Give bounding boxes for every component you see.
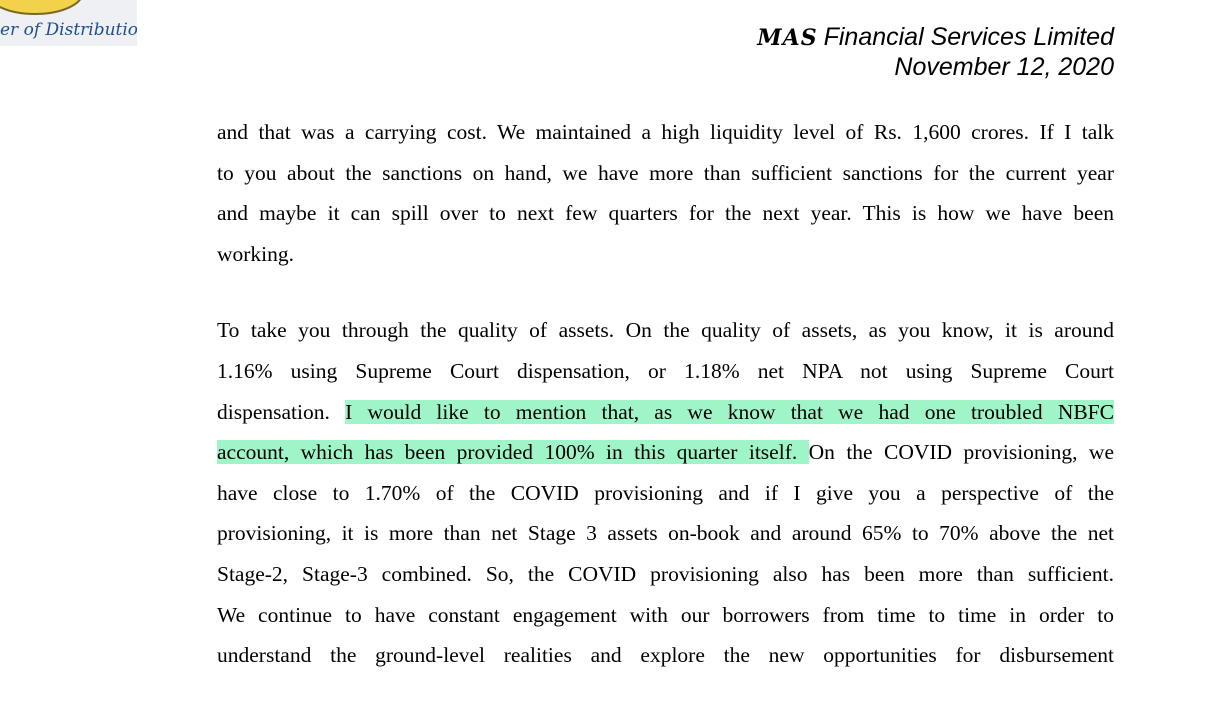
transcript-body: and that was a carrying cost. We maintai…: [217, 112, 1114, 712]
text-segment: and that was a carrying cost. We maintai…: [217, 120, 1114, 144]
text-segment: to you about the sanctions on hand, we h…: [217, 160, 1114, 185]
logo-circle: [0, 0, 81, 15]
logo-emblem: [0, 0, 81, 15]
logo-text: er of Distribution: [0, 20, 137, 40]
text-line: Stage-2, Stage-3 combined. So, the COVID…: [217, 554, 1114, 595]
highlighted-text: I would like to mention that, as we know…: [345, 399, 1114, 424]
text-line: and maybe it can spill over to next few …: [217, 193, 1114, 234]
company-header: MAS Financial Services Limited: [757, 22, 1114, 53]
text-segment: 1.16% using Supreme Court dispensation, …: [217, 358, 1114, 383]
text-segment: To take you through the quality of asset…: [217, 318, 1114, 343]
text-line: and that was a carrying cost. We maintai…: [217, 112, 1114, 153]
highlighted-text: account, which has been provided 100% in…: [217, 440, 809, 465]
brand-mark: MAS: [757, 25, 818, 51]
company-name: Financial Services Limited: [823, 23, 1114, 51]
text-line: 1.16% using Supreme Court dispensation, …: [217, 351, 1114, 392]
text-line: To take you through the quality of asset…: [217, 310, 1114, 351]
text-segment: understand the ground-level realities an…: [217, 643, 1114, 668]
text-line: dispensation. I would like to mention th…: [217, 392, 1114, 433]
document-page: {"header":{"logo_text":"er of Distributi…: [0, 0, 1115, 668]
text-segment: We continue to have constant engagement …: [217, 602, 1114, 627]
text-line: to you about the sanctions on hand, we h…: [217, 153, 1114, 194]
paragraph: To take you through the quality of asset…: [217, 310, 1114, 675]
text-segment: have close to 1.70% of the COVID provisi…: [217, 480, 1114, 505]
text-segment: provisioning, it is more than net Stage …: [217, 521, 1114, 546]
text-line: We continue to have constant engagement …: [217, 595, 1114, 636]
text-line: have close to 1.70% of the COVID provisi…: [217, 473, 1114, 514]
text-segment: On the COVID provisioning, we: [808, 440, 1115, 465]
call-date: November 12, 2020: [894, 53, 1114, 81]
logo: er of Distribution: [0, 0, 137, 46]
text-line: understand the ground-level realities an…: [217, 635, 1114, 676]
text-line: working.: [217, 234, 1114, 275]
text-segment: Stage-2, Stage-3 combined. So, the COVID…: [217, 561, 1114, 586]
text-line: account, which has been provided 100% in…: [217, 432, 1114, 473]
paragraph: and that was a carrying cost. We maintai…: [217, 112, 1114, 274]
text-segment: working.: [217, 241, 295, 266]
text-line: provisioning, it is more than net Stage …: [217, 513, 1114, 554]
text-segment: dispensation.: [217, 399, 346, 424]
text-segment: and maybe it can spill over to next few …: [217, 201, 1114, 226]
